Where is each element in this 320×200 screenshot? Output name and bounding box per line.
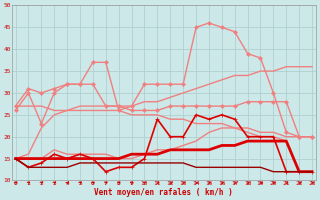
X-axis label: Vent moyen/en rafales ( km/h ): Vent moyen/en rafales ( km/h ) (94, 188, 233, 197)
